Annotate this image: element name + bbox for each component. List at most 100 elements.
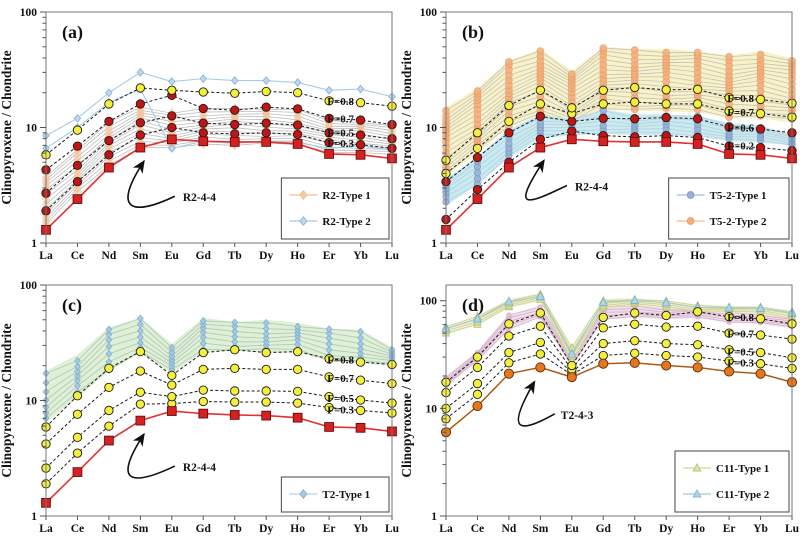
series-marker-F=0.7: [692, 99, 703, 109]
series-marker-R2-4-4: [261, 137, 272, 147]
y-tick-label: 10: [26, 123, 38, 135]
series-marker-F=0.6: [755, 124, 766, 134]
x-tick-label: Gd: [596, 523, 612, 535]
series-marker-F=0.7: [755, 108, 766, 119]
sample-marker: [231, 332, 239, 341]
series-marker-C11-Type 2: [567, 348, 577, 358]
sample-line: [445, 313, 793, 385]
series-marker-R2-4-4: [504, 162, 514, 173]
sample-marker: [199, 339, 207, 348]
legend-label: T5-2-Type 1: [710, 190, 767, 202]
melt-fraction-label: F=0.3: [327, 404, 354, 416]
series-marker-T2-4-3: [661, 360, 672, 371]
x-tick-label: Ho: [290, 523, 305, 535]
sample-line: [445, 107, 793, 175]
sample-field-band: [46, 317, 392, 423]
series-line-F=0.5: [45, 389, 393, 469]
sample-line: [445, 90, 793, 159]
sample-annotation-label: R2-4-4: [575, 181, 608, 193]
series-marker-F=0.5: [355, 130, 366, 140]
series-marker-F=0.7: [630, 97, 640, 107]
x-tick-label: Tb: [228, 523, 242, 535]
series-marker-F=0.7: [661, 99, 671, 109]
series-marker-R2-4-4: [692, 139, 703, 149]
series-marker-F=0.5: [692, 340, 703, 350]
x-tick-label: Gd: [596, 250, 612, 262]
sample-marker: [473, 175, 482, 183]
x-tick-label: Ho: [690, 250, 705, 262]
sample-line: [445, 76, 793, 138]
series-marker-F=0.7: [261, 102, 271, 112]
plot-area: [440, 289, 798, 438]
series-marker-R2-4-4: [324, 149, 334, 159]
melt-fraction-label: F=0.7: [327, 113, 354, 125]
series-line-R2-4-4: [445, 138, 793, 231]
sample-marker: [506, 312, 512, 318]
x-tick-label: Yb: [753, 250, 768, 262]
x-tick-label: Er: [323, 250, 336, 262]
series-marker-F=0.6: [567, 116, 577, 127]
series-marker-F=0.7: [104, 116, 114, 127]
series-marker-F=0.8: [104, 99, 114, 109]
series-marker-R2-4-4: [261, 410, 272, 421]
sample-marker: [357, 349, 364, 358]
series-line-R2-4-4: [45, 410, 393, 504]
x-tick-label: Er: [723, 523, 736, 535]
sample-marker: [756, 50, 765, 59]
series-marker-F=0.7: [230, 363, 240, 373]
series-marker-F=0.6: [724, 122, 734, 132]
series-marker-F=0.8: [135, 83, 146, 93]
series-line-R2-Type 2: [45, 71, 393, 137]
series-marker-F=0.5: [72, 432, 83, 442]
melt-fraction-label: F=0.5: [727, 346, 754, 358]
series-marker-F=0.5: [661, 338, 671, 349]
series-marker-F=0.8: [261, 86, 271, 97]
sample-marker: [74, 371, 81, 380]
series-marker-F=0.5: [135, 387, 146, 397]
series-marker-R2-4-4: [629, 137, 640, 147]
series-marker-F=0.8: [692, 307, 703, 317]
series-marker-R2-4-4: [229, 410, 240, 420]
series-marker-R2-4-4: [166, 406, 177, 416]
series-marker-C11-Type 2: [535, 290, 546, 300]
x-tick-label: Ce: [71, 523, 84, 535]
series-marker-R2-Type 2 (low): [168, 143, 176, 153]
x-tick-label: Ce: [471, 523, 484, 535]
series-marker-F=0.7: [355, 375, 366, 385]
y-axis-title: Clinopyroxene / Chondrite: [0, 323, 14, 477]
series-marker-F=0.3: [355, 405, 366, 416]
legend-label: R2-Type 1: [322, 190, 370, 202]
plot-area: [441, 44, 797, 235]
sample-line: [445, 71, 793, 134]
x-tick-label: Yb: [353, 250, 368, 262]
series-marker-F=0.8: [135, 346, 146, 357]
sample-line: [45, 336, 393, 408]
series-marker-F=0.8: [661, 310, 671, 321]
series-marker-R2-4-4: [104, 435, 114, 446]
series-marker-F=0.3: [692, 352, 703, 362]
series-marker-C11-Type 2: [598, 296, 608, 306]
x-tick-label: Tb: [628, 250, 642, 262]
series-marker-F=0.5: [472, 378, 483, 389]
x-tick-label: Ho: [290, 250, 305, 262]
sample-marker: [357, 344, 364, 353]
panel-c-chart: 1 10 100 La Ce Nd Sm Eu Gd Tb Dy Ho Er Yb Lu Clinopyrox…: [0, 273, 400, 546]
series-marker-R2-Type 2: [356, 84, 365, 94]
series-marker-F=0.8: [292, 88, 303, 98]
sample-marker: [168, 343, 176, 352]
series-line-C11-Type 2: [445, 295, 793, 356]
melt-fraction-label: F=0.7: [727, 329, 754, 341]
series-marker-F=0.8: [167, 85, 177, 95]
series-line-R2-4-4: [45, 138, 393, 231]
series-line-F=0.2: [445, 130, 793, 220]
series-line-F=0.8: [445, 86, 793, 161]
legend-marker: [686, 217, 695, 225]
series-marker-F=0.8: [230, 345, 240, 355]
axes-frame: [445, 284, 793, 517]
sample-marker: [536, 47, 545, 55]
sample-marker: [168, 348, 176, 357]
sample-line: [445, 54, 793, 121]
x-tick-label: Ce: [471, 250, 484, 262]
x-tick-label: Dy: [259, 250, 273, 262]
series-marker-R2-4-4: [598, 136, 609, 147]
